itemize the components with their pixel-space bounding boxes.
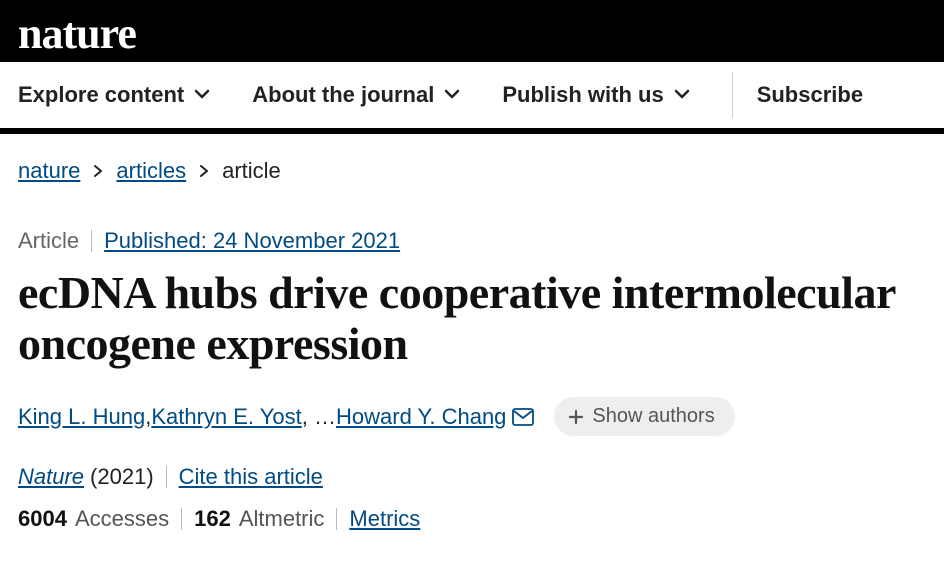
author-ellipsis: , …	[302, 404, 336, 430]
nav-about-journal[interactable]: About the journal	[252, 82, 460, 108]
chevron-down-icon	[674, 82, 690, 108]
chevron-right-icon	[92, 165, 104, 177]
chevron-down-icon	[194, 82, 210, 108]
author-list: King L. Hung, Kathryn E. Yost, … Howard …	[18, 397, 926, 436]
plus-icon	[568, 409, 584, 425]
nav-label: Publish with us	[502, 82, 663, 108]
accesses-label: Accesses	[75, 506, 169, 532]
brand-logo[interactable]: nature	[18, 12, 926, 56]
journal-link[interactable]: Nature	[18, 464, 84, 490]
article-title: ecDNA hubs drive cooperative intermolecu…	[18, 268, 926, 369]
show-authors-button[interactable]: Show authors	[554, 397, 734, 436]
author-link[interactable]: Howard Y. Chang	[336, 404, 506, 430]
article-meta: Article Published: 24 November 2021	[18, 228, 926, 254]
metrics-line: 6004 Accesses 162 Altmetric Metrics	[18, 506, 926, 532]
nav-divider	[732, 72, 733, 118]
nav-subscribe[interactable]: Subscribe	[757, 82, 863, 108]
breadcrumb-current: article	[222, 158, 281, 184]
metrics-link[interactable]: Metrics	[349, 506, 420, 532]
citation-year: (2021)	[90, 464, 154, 490]
citation-line: Nature (2021) Cite this article	[18, 464, 926, 490]
accesses-count: 6004	[18, 506, 67, 532]
author-link[interactable]: Kathryn E. Yost	[151, 404, 301, 430]
meta-divider	[91, 230, 92, 252]
nav-publish-with-us[interactable]: Publish with us	[502, 82, 689, 108]
chevron-down-icon	[444, 82, 460, 108]
main-nav: Explore content About the journal Publis…	[0, 62, 944, 134]
chevron-right-icon	[198, 165, 210, 177]
metrics-divider	[336, 508, 337, 530]
nav-label: Explore content	[18, 82, 184, 108]
published-date-link[interactable]: Published: 24 November 2021	[104, 228, 400, 254]
metrics-divider	[181, 508, 182, 530]
article-type-label: Article	[18, 228, 79, 254]
show-authors-label: Show authors	[592, 405, 714, 428]
altmetric-count: 162	[194, 506, 231, 532]
breadcrumb-link-articles[interactable]: articles	[116, 158, 186, 184]
breadcrumb: nature articles article	[18, 158, 926, 184]
author-link[interactable]: King L. Hung	[18, 404, 145, 430]
cite-article-link[interactable]: Cite this article	[179, 464, 323, 490]
nav-label: About the journal	[252, 82, 434, 108]
altmetric-label: Altmetric	[239, 506, 325, 532]
article-content: nature articles article Article Publishe…	[0, 134, 944, 572]
mail-icon[interactable]	[512, 408, 534, 426]
citation-divider	[166, 466, 167, 488]
breadcrumb-link-nature[interactable]: nature	[18, 158, 80, 184]
nav-explore-content[interactable]: Explore content	[18, 82, 210, 108]
site-header: nature	[0, 0, 944, 62]
